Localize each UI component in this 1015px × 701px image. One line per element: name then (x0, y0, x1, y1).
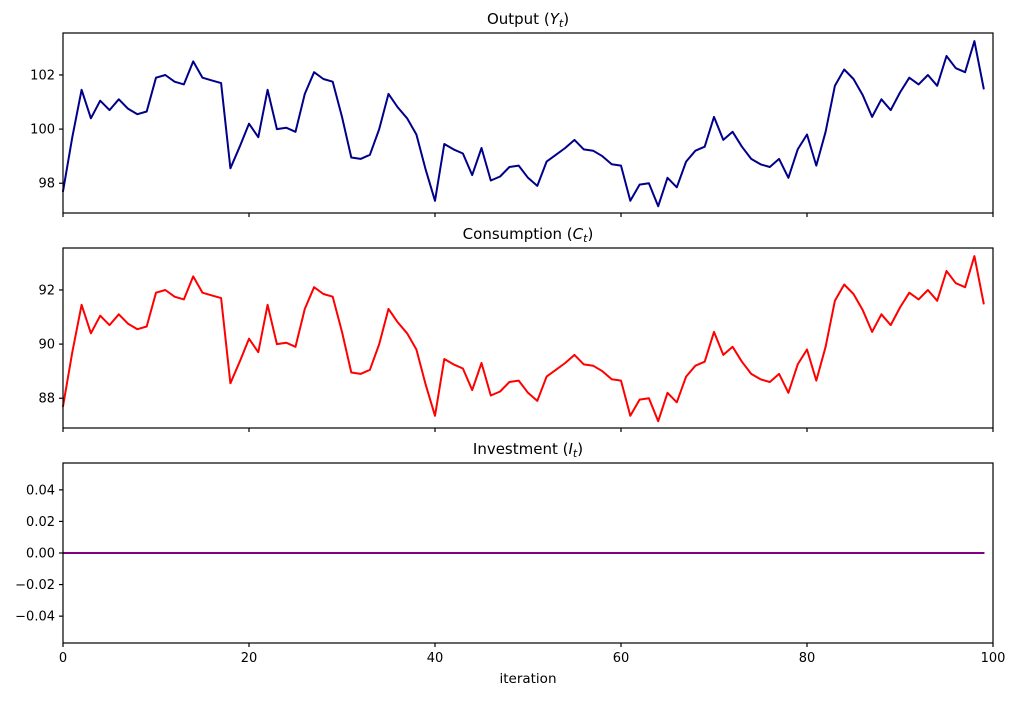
consumption-chart-title: Consumption (Ct) (63, 223, 993, 245)
output-y-tick-label: 98 (38, 177, 55, 192)
x-tick-label: 20 (241, 651, 258, 666)
investment-title-suffix: ) (577, 440, 584, 458)
output-y-tick-label: 100 (30, 123, 55, 138)
investment-y-tick-label: −0.04 (15, 610, 55, 625)
output-title-variable: Y (549, 10, 559, 28)
x-tick-label: 0 (59, 651, 67, 666)
investment-y-tick-label: 0.02 (26, 515, 55, 530)
output-series-line (62, 40, 985, 208)
output-y-tick-label: 102 (30, 68, 55, 83)
output-plot-border (62, 32, 994, 214)
output-title-prefix: Output ( (486, 10, 550, 28)
consumption-y-tick-label: 92 (38, 283, 55, 298)
consumption-series-line (62, 255, 985, 423)
investment-title-variable: I (568, 440, 573, 458)
x-tick-label: 60 (613, 651, 630, 666)
consumption-y-tick-label: 90 (38, 338, 55, 353)
investment-title-prefix: Investment ( (472, 440, 569, 458)
consumption-title-subscript: t (583, 232, 588, 245)
x-tick-label: 100 (981, 651, 1006, 666)
investment-y-tick-label: 0.00 (26, 547, 55, 562)
output-title-suffix: ) (563, 10, 570, 28)
investment-y-tick-label: 0.04 (26, 483, 55, 498)
investment-chart-title: Investment (It) (63, 438, 993, 460)
x-tick-label: 40 (427, 651, 444, 666)
investment-plot-border (62, 462, 994, 644)
consumption-y-tick-label: 88 (38, 392, 55, 407)
output-chart-title: Output (Yt) (63, 8, 993, 30)
investment-y-tick-label: −0.02 (15, 578, 55, 593)
consumption-title-suffix: ) (587, 225, 594, 243)
consumption-title-variable: C (572, 225, 584, 243)
x-tick-label: 80 (799, 651, 816, 666)
consumption-title-prefix: Consumption ( (462, 225, 573, 243)
x-axis-label: iteration (499, 671, 557, 687)
investment-title-subscript: t (572, 447, 578, 460)
output-title-subscript: t (558, 17, 564, 30)
consumption-plot-border (62, 247, 994, 429)
